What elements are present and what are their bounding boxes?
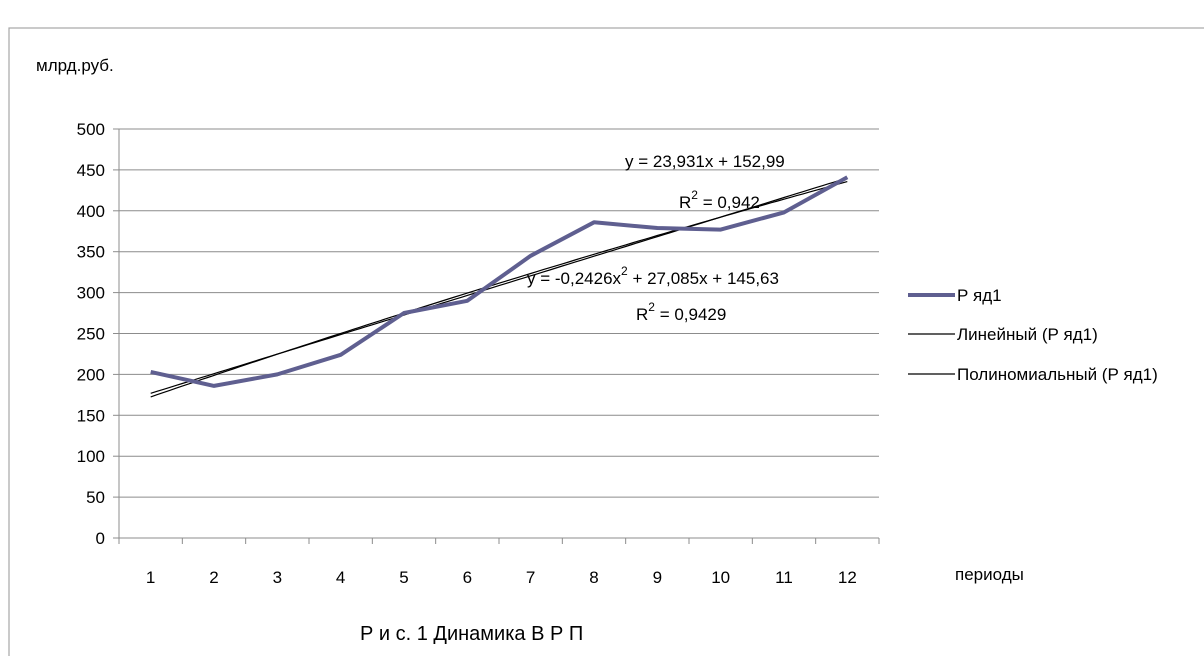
series-line-0 xyxy=(150,175,849,388)
y-tick-label-200: 200 xyxy=(77,365,105,384)
x-tick-labels: 1 2 3 4 5 6 7 8 9 10 11 12 xyxy=(146,568,857,587)
x-tick-label-10: 10 xyxy=(711,568,730,587)
y-tick-label-150: 150 xyxy=(77,406,105,425)
chart-caption: Р и с. 1 Динамика В Р П xyxy=(360,623,583,645)
legend-entry-polynomial: Полиномиальный (Р яд1) xyxy=(957,365,1158,384)
y-tick-label-50: 50 xyxy=(86,488,105,507)
y-tick-label-400: 400 xyxy=(77,202,105,221)
x-tick-label-8: 8 xyxy=(589,568,598,587)
linear-r-label: R xyxy=(679,193,691,212)
poly-eq-part-b: + 27,085x + 145,63 xyxy=(628,269,779,288)
y-axis-label: млрд.руб. xyxy=(36,56,114,75)
x-tick-label-6: 6 xyxy=(463,568,472,587)
poly-r-label: R xyxy=(636,305,648,324)
polynomial-r-squared: R2 = 0,9429 xyxy=(636,300,726,324)
x-tick-label-11: 11 xyxy=(775,568,793,587)
x-tick-label-9: 9 xyxy=(653,568,662,587)
chart-frame xyxy=(8,27,1204,656)
trendlines xyxy=(150,177,848,398)
x-axis-label: периоды xyxy=(955,565,1024,584)
poly-r-value: = 0,9429 xyxy=(655,305,726,324)
legend: Р яд1 Линейный (Р яд1) Полиномиальный (Р… xyxy=(908,286,1158,384)
legend-entry-linear: Линейный (Р яд1) xyxy=(957,325,1098,344)
x-tick-label-3: 3 xyxy=(273,568,282,587)
x-tick-label-2: 2 xyxy=(209,568,218,587)
y-tick-label-100: 100 xyxy=(77,447,105,466)
poly-eq-part-a: y = -0,2426x xyxy=(527,269,622,288)
x-tick-label-1: 1 xyxy=(146,568,155,587)
y-tick-label-450: 450 xyxy=(77,161,105,180)
linear-r-superscript: 2 xyxy=(691,188,698,202)
data-series xyxy=(150,175,849,388)
linear-r-squared: R2 = 0,942 xyxy=(679,188,760,212)
linear-r-value: = 0,942 xyxy=(698,193,760,212)
x-tick-label-5: 5 xyxy=(399,568,408,587)
y-tick-labels: 0 50 100 150 200 250 300 350 400 450 500 xyxy=(77,120,105,548)
poly-eq-superscript: 2 xyxy=(621,264,628,278)
x-tick-label-7: 7 xyxy=(526,568,535,587)
y-tick-label-250: 250 xyxy=(77,325,105,344)
x-axis xyxy=(118,129,880,544)
polynomial-equation: y = -0,2426x2 + 27,085x + 145,63 xyxy=(527,264,779,288)
gridlines xyxy=(113,128,879,539)
linear-equation: y = 23,931x + 152,99 xyxy=(625,152,785,171)
y-tick-label-500: 500 xyxy=(77,120,105,139)
x-tick-label-12: 12 xyxy=(838,568,857,587)
y-tick-label-300: 300 xyxy=(77,284,105,303)
y-tick-label-0: 0 xyxy=(96,529,105,548)
trendline-polynomial xyxy=(150,181,848,398)
x-tick-label-4: 4 xyxy=(336,568,345,587)
y-tick-label-350: 350 xyxy=(77,243,105,262)
legend-entry-series: Р яд1 xyxy=(957,286,1002,305)
poly-r-superscript: 2 xyxy=(648,300,655,314)
